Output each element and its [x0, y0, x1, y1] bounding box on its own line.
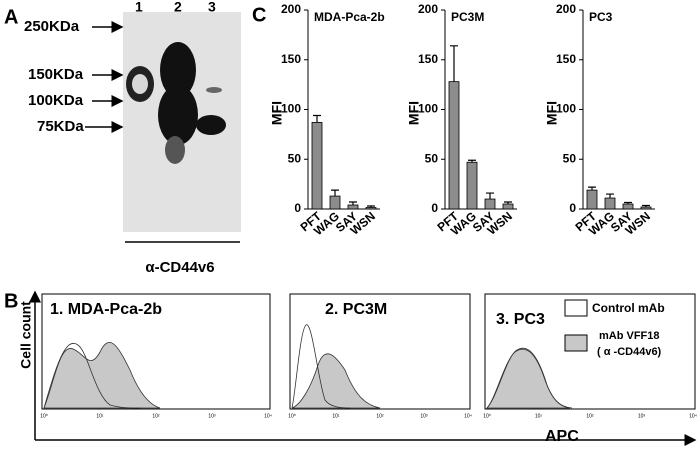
legend-swatch-vff18: [564, 334, 588, 352]
marker-label: 75KDa: [37, 118, 84, 135]
error-bar: [504, 201, 512, 205]
error-bar: [486, 192, 494, 200]
bar: [466, 161, 478, 210]
marker-arrows: [85, 21, 124, 133]
marker-label: 150KDa: [28, 66, 84, 83]
flow-tick-label: 10²: [376, 413, 384, 419]
y-tick-label: 0: [431, 201, 438, 215]
bar: [586, 189, 598, 210]
chart-title: PC3: [589, 10, 613, 24]
flow-tick-label: 10³: [208, 413, 216, 419]
panel-label: A: [4, 6, 18, 28]
bar: [604, 197, 616, 210]
legend-label: ( α -CD44v6): [597, 346, 662, 358]
flow-tick-label: 10⁴: [464, 413, 472, 419]
flow-tick-label: 10⁰: [40, 413, 48, 419]
bar: [640, 206, 652, 210]
error-bar: [624, 201, 632, 205]
legend-label: mAb VFF18: [599, 330, 660, 342]
bar: [311, 122, 323, 210]
bar-charts: 050100150200MFIMDA-Pca-2bPFTWAGSAYWSN050…: [269, 2, 655, 238]
bar: [329, 195, 341, 210]
chart-title: PC3M: [451, 10, 484, 24]
y-tick-label: 100: [281, 102, 301, 116]
y-axis-label: Cell count: [18, 301, 34, 369]
y-axis-label: MFI: [544, 101, 560, 125]
error-bar: [367, 205, 375, 208]
y-tick-label: 200: [281, 2, 301, 16]
bar: [448, 81, 460, 210]
error-bar: [450, 45, 458, 82]
y-tick-label: 100: [418, 102, 438, 116]
flow-tick-label: 10⁰: [288, 413, 296, 419]
panel-label: C: [252, 4, 266, 26]
error-bar: [468, 159, 476, 163]
y-tick-label: 150: [556, 52, 576, 66]
flow-title: 1. MDA-Pca-2b: [50, 301, 162, 318]
lane-label: 1: [135, 0, 143, 15]
flow-title: 2. PC3M: [325, 301, 387, 318]
y-tick-label: 150: [281, 52, 301, 66]
flow-title: 3. PC3: [496, 311, 545, 328]
y-axis-label: MFI: [269, 101, 285, 125]
flow-tick-label: 10²: [586, 413, 594, 419]
lane-label: 2: [174, 0, 182, 15]
flow-tick-label: 10⁴: [689, 413, 697, 419]
marker-label: 250KDa: [24, 18, 80, 35]
flow-tick-label: 10⁰: [483, 413, 491, 419]
y-tick-label: 50: [288, 151, 302, 165]
legend-swatch-control: [564, 299, 588, 317]
error-bar: [313, 114, 321, 123]
flow-histograms: [43, 324, 573, 409]
y-tick-label: 50: [425, 151, 439, 165]
bar: [502, 203, 514, 210]
y-axis-label: MFI: [406, 101, 422, 125]
flow-tick-label: 10³: [638, 413, 646, 419]
error-bar: [642, 204, 650, 208]
flow-boxes: [41, 293, 696, 410]
chart-title: MDA-Pca-2b: [314, 10, 385, 24]
flow-tick-label: 10¹: [96, 413, 104, 419]
flow-tick-label: 10³: [420, 413, 428, 419]
y-tick-label: 200: [556, 2, 576, 16]
error-bar: [349, 201, 357, 206]
y-tick-label: 0: [294, 201, 301, 215]
flow-tick-label: 10²: [152, 413, 160, 419]
marker-label: 100KDa: [28, 92, 84, 109]
bar: [622, 203, 634, 210]
bar: [347, 204, 359, 210]
flow-ticks: 10⁰ 10¹ 10² 10³ 10⁴ 10⁰ 10¹ 10² 10³ 10⁴ 10⁰ 10¹ 10² 1…: [40, 413, 697, 419]
flow-tick-label: 10¹: [332, 413, 340, 419]
y-tick-label: 200: [418, 2, 438, 16]
bar: [365, 207, 377, 210]
y-tick-label: 0: [569, 201, 576, 215]
y-tick-label: 150: [418, 52, 438, 66]
x-axis-label: APC: [545, 428, 579, 445]
flow-tick-label: 10⁴: [264, 413, 272, 419]
blot-bands: [126, 42, 226, 164]
error-bar: [606, 193, 614, 199]
bar: [484, 198, 496, 210]
flow-tick-label: 10¹: [535, 413, 543, 419]
y-tick-label: 100: [556, 102, 576, 116]
panel-label: B: [4, 290, 18, 312]
y-tick-label: 50: [563, 151, 577, 165]
legend-label: Control mAb: [592, 301, 665, 315]
error-bar: [331, 189, 339, 197]
antibody-label: α-CD44v6: [145, 259, 214, 276]
error-bar: [588, 186, 596, 191]
lane-label: 3: [208, 0, 216, 15]
